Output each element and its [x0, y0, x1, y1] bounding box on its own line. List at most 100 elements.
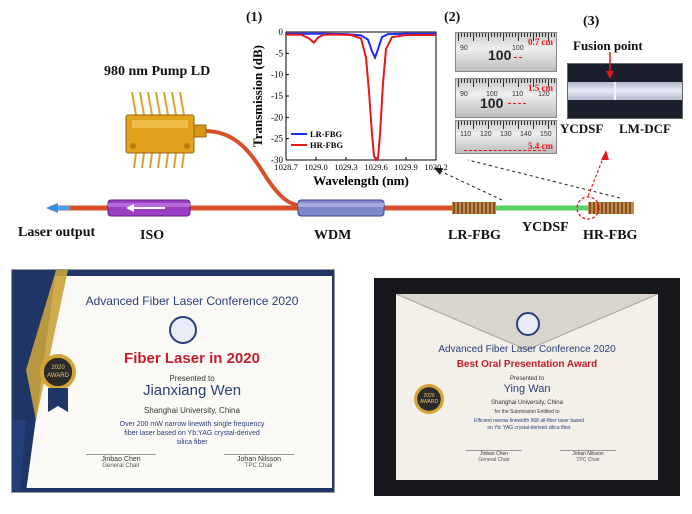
- hr-fbg-component: [588, 202, 634, 214]
- x-tick-label: 1029.6: [364, 162, 387, 172]
- certificate-1-sig1-role: General Chair: [102, 463, 140, 469]
- ruler-measure-label: 5.4 cm: [528, 141, 553, 151]
- certificate-1-affiliation: Shanghai University, China: [144, 406, 240, 415]
- certificate-2-logo: [516, 312, 540, 336]
- certificate-2-badge: 2020 AWARD: [414, 384, 444, 414]
- ruler-measure-bracket: [508, 103, 526, 104]
- legend-label: HR-FBG: [310, 140, 343, 150]
- fusion-pointer-arrow: [587, 155, 605, 197]
- lr-fbg-label: LR-FBG: [448, 228, 501, 243]
- hr-fbg-label: HR-FBG: [583, 228, 638, 243]
- certificate-1-badge-text: AWARD: [47, 373, 69, 379]
- ruler-measure-bracket: [464, 150, 546, 151]
- wdm-label: WDM: [314, 228, 352, 243]
- fusion-marker: [576, 196, 600, 220]
- certificate-2-conference: Advanced Fiber Laser Conference 2020: [438, 344, 616, 355]
- ruler-center-number: 100: [480, 95, 504, 111]
- certificate-1-award: Fiber Laser in 2020: [124, 350, 260, 367]
- certificate-2-badge-year: 2020: [423, 393, 435, 399]
- pump-label: 980 nm Pump LD: [104, 64, 211, 79]
- panel-label-2: (2): [444, 10, 461, 25]
- laser-output-arrow: [46, 203, 58, 213]
- ruler-tick-number: 90: [460, 45, 468, 52]
- certificate-2-sig1-name: Jinbao Chen: [479, 451, 509, 457]
- fusion-left-fiber-label: YCDSF: [560, 121, 604, 136]
- fusion-point-label: Fusion point: [573, 38, 643, 53]
- ruler-tick-number: 150: [540, 131, 552, 138]
- panel-label-3: (3): [583, 14, 600, 29]
- fusion-right-fiber-label: LM-DCF: [619, 121, 671, 136]
- certificate-2-sig2-name: Johan Nilsson: [572, 451, 604, 457]
- certificate-1-badge-year: 2020: [51, 365, 65, 371]
- ruler-photo: 90 100 100 0.7 cm: [455, 32, 557, 72]
- certificate-1-logo: [169, 316, 197, 344]
- certificate-1-sig2-role: TPC Chair: [244, 463, 273, 469]
- ruler-measure-label: 1.5 cm: [528, 83, 553, 93]
- certificate-2-signature-2: Johan Nilsson TPC Chair: [560, 450, 616, 463]
- fbg-transmission-chart: 1028.7 1029.0 1029.3 1029.6 1029.9 1030.2 0 -5 -…: [252, 27, 448, 188]
- pump-ld-module: [125, 91, 207, 169]
- certificate-2-presented-to: Presented to: [509, 376, 545, 382]
- fiber-layout: [46, 91, 634, 220]
- series-line-hr-fbg: [286, 33, 436, 162]
- certificate-1-ribbon: [48, 388, 68, 412]
- fusion-photo: [567, 63, 683, 119]
- certificate-1-description: Over 200 mW narrow linewith single frequ…: [119, 421, 265, 446]
- certificate-1-sig1-name: Jinbao Chen: [101, 456, 141, 463]
- certificate-1-conference: Advanced Fiber Laser Conference 2020: [85, 294, 299, 308]
- ruler-tick-number: 110: [460, 131, 472, 138]
- ruler-measure-bracket: [514, 57, 522, 58]
- legend-label: LR-FBG: [310, 129, 343, 139]
- certificate-1-signature-1: Jinbao Chen General Chair: [86, 454, 156, 469]
- ruler-tick-number: 100: [486, 91, 498, 98]
- certificate-1-frame: [12, 270, 68, 492]
- y-tick-label: -15: [271, 91, 283, 101]
- ruler-tick-number: 100: [512, 45, 524, 52]
- chart-plot-area: [285, 31, 437, 161]
- y-tick-label: -20: [271, 112, 283, 122]
- fusion-point-arrow: [606, 52, 614, 79]
- certificate-2-affiliation: Shanghai University, China: [491, 400, 563, 406]
- y-tick-label: -5: [276, 48, 284, 58]
- wdm-component: [297, 199, 385, 217]
- ruler-tick-number: 130: [500, 131, 512, 138]
- certificate-1-signature-2: Johan Nilsson TPC Chair: [224, 454, 294, 469]
- certificate-ying-wan: Advanced Fiber Laser Conference 2020 Bes…: [374, 278, 680, 496]
- iso-label: ISO: [140, 228, 165, 243]
- certificate-2-signature-1: Jinbao Chen General Chair: [466, 450, 522, 463]
- certificate-2-badge-text: AWARD: [419, 399, 439, 405]
- x-tick-label: 1029.9: [394, 162, 417, 172]
- ruler-tick-number: 110: [512, 91, 524, 98]
- certificate-2-sig2-role: TPC Chair: [576, 457, 600, 463]
- y-tick-label: -10: [271, 70, 283, 80]
- x-tick-label: 1029.0: [304, 162, 327, 172]
- certificate-1-recipient: Jianxiang Wen: [142, 382, 242, 399]
- certificate-2-award: Best Oral Presentation Award: [456, 359, 598, 370]
- ruler-photo: 90 100 110 120 100 1.5 cm: [455, 78, 557, 118]
- certificate-1-sig2-name: Johan Nilsson: [237, 456, 281, 463]
- laser-setup-diagram: 980 nm Pump LD Laser output ISO WDM LR-F…: [18, 10, 683, 243]
- y-axis-label: Transmission (dB): [252, 45, 265, 147]
- x-tick-label: 1030.2: [424, 162, 447, 172]
- lr-fbg-component: [452, 202, 496, 214]
- ycdsf-label: YCDSF: [522, 220, 569, 235]
- certificate-1-presented-to: Presented to: [169, 374, 215, 383]
- certificate-1-badge: 2020 AWARD: [40, 354, 76, 390]
- panel-label-1: (1): [246, 10, 263, 25]
- pump-fiber: [203, 129, 312, 209]
- ruler-tick-number: 120: [538, 91, 550, 98]
- ruler-photo: 110 120 130 140 150 5.4 cm: [455, 120, 557, 154]
- x-tick-label: 1028.7: [274, 162, 297, 172]
- certificate-2-recipient: Ying Wan: [503, 383, 551, 395]
- x-axis-label: Wavelength (nm): [313, 173, 409, 188]
- ruler-tick-number: 140: [520, 131, 532, 138]
- certificate-jianxiang-wen: Advanced Fiber Laser Conference 2020 Fib…: [12, 270, 334, 492]
- ruler-tick-number: 120: [480, 131, 492, 138]
- y-tick-label: -30: [271, 155, 283, 165]
- ruler-center-number: 100: [488, 47, 512, 63]
- y-tick-label: 0: [279, 27, 284, 37]
- certificate-2-description: Efficient narrow linewidth 968 all-fiber…: [474, 418, 584, 431]
- x-tick-label: 1029.3: [334, 162, 357, 172]
- certificate-2-sig1-role: General Chair: [478, 457, 510, 463]
- ruler-tick-number: 90: [460, 91, 468, 98]
